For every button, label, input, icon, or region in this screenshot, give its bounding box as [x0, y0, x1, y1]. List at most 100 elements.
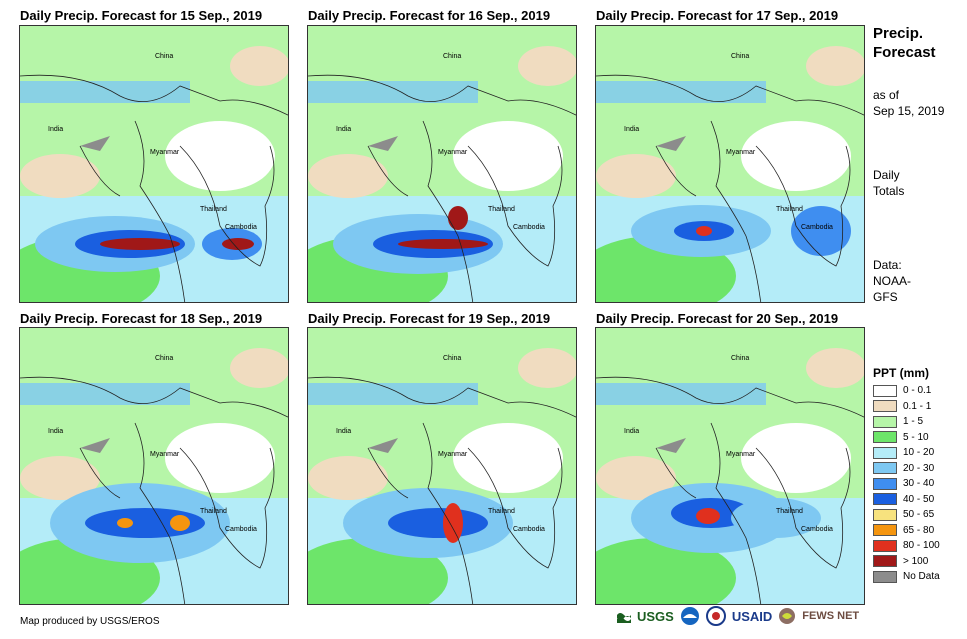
map-label-china: China [731, 53, 749, 60]
fewsnet-logo: FEWS NET [802, 610, 860, 622]
legend-label: No Data [903, 571, 940, 583]
map-label-myanmar: Myanmar [438, 451, 468, 458]
map-label-cambodia: Cambodia [513, 526, 545, 533]
legend-item: 40 - 50 [873, 492, 940, 508]
legend-label: 50 - 65 [903, 509, 935, 521]
as-of-date: as of Sep 15, 2019 [873, 87, 944, 119]
precip-map-panel: China India Myanmar Thailand Cambodia [19, 327, 289, 605]
legend-swatch [873, 570, 897, 583]
usaid-logo: USAID [731, 608, 773, 624]
panel-title-1: Daily Precip. Forecast for 15 Sep., 2019 [20, 8, 263, 23]
map-label-india: India [336, 126, 351, 133]
legend-label: 80 - 100 [903, 540, 940, 552]
map-label-cambodia: Cambodia [513, 224, 545, 231]
usaid-seal-icon [705, 606, 726, 626]
map-svg: China India Myanmar Thailand Cambodia [20, 328, 288, 604]
map-label-china: China [443, 355, 461, 362]
legend-swatch [873, 477, 897, 490]
map-svg: China India Myanmar Thailand Cambodia [596, 26, 864, 302]
legend-item: 30 - 40 [873, 476, 940, 492]
panel-title-4: Daily Precip. Forecast for 18 Sep., 2019 [20, 311, 263, 326]
map-label-china: China [443, 53, 461, 60]
map-label-india: India [624, 428, 639, 435]
legend-label: 5 - 10 [903, 431, 929, 443]
daily-line1: Daily [873, 168, 900, 182]
panel-title-2: Daily Precip. Forecast for 16 Sep., 2019 [308, 8, 551, 23]
as-of-line1: as of [873, 88, 900, 102]
map-label-myanmar: Myanmar [438, 149, 468, 156]
legend-label: 30 - 40 [903, 478, 935, 490]
panel-title-6: Daily Precip. Forecast for 20 Sep., 2019 [596, 311, 839, 326]
map-label-thailand: Thailand [776, 206, 803, 213]
map-credit: Map produced by USGS/EROS [20, 616, 160, 627]
precip-map-panel: China India Myanmar Thailand Cambodia [307, 327, 577, 605]
map-svg: China India Myanmar Thailand Cambodia [596, 328, 864, 604]
data-line2: NOAA- [873, 274, 912, 288]
legend-swatch [873, 493, 897, 506]
map-label-china: China [731, 355, 749, 362]
logo-strip: USGS USAID FEWS NET [617, 606, 859, 626]
as-of-line2: Sep 15, 2019 [873, 104, 945, 118]
legend-label: 40 - 50 [903, 493, 935, 505]
daily-line2: Totals [873, 184, 905, 198]
legend-item: 20 - 30 [873, 461, 940, 477]
data-line1: Data: [873, 258, 902, 272]
legend-item: 0 - 0.1 [873, 383, 940, 399]
legend-item: > 100 [873, 554, 940, 570]
map-label-myanmar: Myanmar [150, 451, 180, 458]
legend: 0 - 0.1 0.1 - 1 1 - 5 5 - 10 10 - 20 20 - 30 3… [873, 383, 940, 585]
legend-item: 5 - 10 [873, 430, 940, 446]
legend-swatch [873, 415, 897, 428]
noaa-logo-icon [680, 607, 699, 625]
legend-label: > 100 [903, 555, 929, 567]
side-title-line1: Precip. [873, 25, 924, 42]
map-label-cambodia: Cambodia [801, 526, 833, 533]
precip-map-panel: China India Myanmar Thailand Cambodia [307, 25, 577, 303]
legend-item: 65 - 80 [873, 523, 940, 539]
map-label-myanmar: Myanmar [726, 451, 756, 458]
daily-totals-note: Daily Totals [873, 167, 904, 199]
data-line3: GFS [873, 290, 898, 304]
legend-item: 10 - 20 [873, 445, 940, 461]
legend-label: 0.1 - 1 [903, 400, 932, 412]
panel-title-3: Daily Precip. Forecast for 17 Sep., 2019 [596, 8, 839, 23]
data-source: Data: NOAA- GFS [873, 257, 911, 305]
map-label-india: India [336, 428, 351, 435]
map-svg: China India Myanmar Thailand Cambodia [308, 26, 576, 302]
map-svg: China India Myanmar Thailand Cambodia [20, 26, 288, 302]
map-label-myanmar: Myanmar [150, 149, 180, 156]
map-svg: China India Myanmar Thailand Cambodia [308, 328, 576, 604]
legend-label: 10 - 20 [903, 447, 935, 459]
map-label-thailand: Thailand [776, 508, 803, 515]
legend-swatch [873, 400, 897, 413]
side-title: Precip. Forecast [873, 24, 936, 62]
legend-item: 1 - 5 [873, 414, 940, 430]
legend-label: 1 - 5 [903, 416, 924, 428]
legend-swatch [873, 508, 897, 521]
legend-title: PPT (mm) [873, 366, 930, 380]
legend-swatch [873, 431, 897, 444]
legend-item: No Data [873, 569, 940, 585]
legend-swatch [873, 384, 897, 397]
legend-label: 0 - 0.1 [903, 385, 932, 397]
map-label-thailand: Thailand [488, 508, 515, 515]
map-label-thailand: Thailand [200, 508, 227, 515]
legend-swatch [873, 524, 897, 537]
map-label-thailand: Thailand [488, 206, 515, 213]
map-label-cambodia: Cambodia [225, 224, 257, 231]
legend-swatch [873, 555, 897, 568]
map-label-china: China [155, 53, 173, 60]
legend-label: 20 - 30 [903, 462, 935, 474]
legend-swatch [873, 539, 897, 552]
precip-map-panel: China India Myanmar Thailand Cambodia [595, 25, 865, 303]
legend-swatch [873, 446, 897, 459]
panel-title-5: Daily Precip. Forecast for 19 Sep., 2019 [308, 311, 551, 326]
legend-swatch [873, 462, 897, 475]
map-label-myanmar: Myanmar [726, 149, 756, 156]
map-label-india: India [48, 428, 63, 435]
legend-item: 50 - 65 [873, 507, 940, 523]
map-label-india: India [624, 126, 639, 133]
fewsnet-globe-icon [779, 608, 796, 624]
legend-item: 0.1 - 1 [873, 399, 940, 415]
usgs-logo-icon [617, 613, 631, 623]
